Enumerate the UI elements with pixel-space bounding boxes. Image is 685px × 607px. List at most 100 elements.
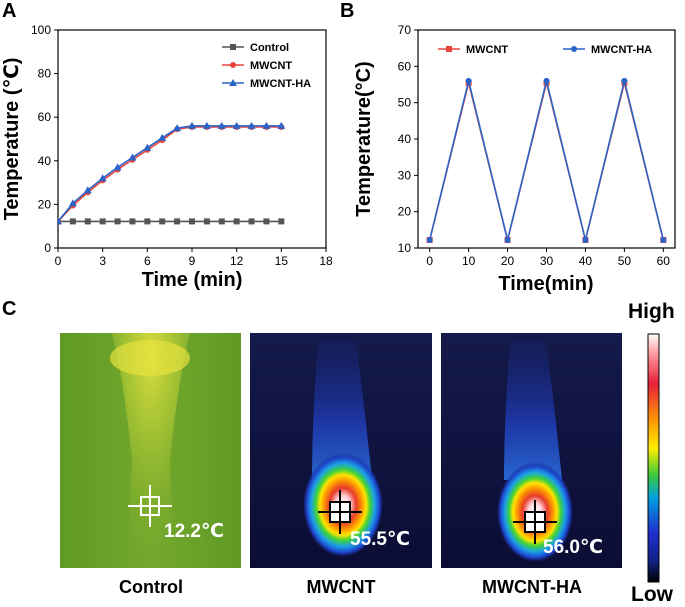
- chart-a-data-point: [84, 218, 91, 225]
- thermal-label-mwcnt-ha: MWCNT-HA: [482, 577, 582, 597]
- chart-b-data-point: [426, 237, 433, 244]
- chart-a-legend-label: MWCNT: [250, 60, 292, 72]
- chart-a-legend-label: MWCNT-HA: [250, 78, 311, 90]
- chart-a-data-point: [233, 218, 240, 225]
- chart-b-xtick-label: 30: [540, 254, 554, 268]
- thermal-image-control: 12.2℃: [60, 333, 241, 568]
- chart-a-data-point: [217, 121, 226, 129]
- chart-a: 0 3 6 9 12 15 18 0 20 40 60 80 100 Control MWCNT MWCNT…: [1, 23, 333, 291]
- chart-a-ytick-label: 100: [31, 23, 51, 37]
- chart-b-data-point: [504, 237, 511, 244]
- chart-a-data-point: [159, 218, 166, 225]
- chart-a-data-point: [218, 218, 225, 225]
- chart-a-ytick-label: 40: [38, 154, 52, 168]
- chart-b-legend-label: MWCNT: [466, 44, 508, 56]
- crosshair-icon: [513, 500, 557, 544]
- temperature-readout-mwcnt-ha: 56.0℃: [543, 537, 603, 558]
- crosshair-icon: [318, 490, 362, 534]
- chart-a-xtick-label: 6: [144, 254, 151, 268]
- temperature-readout-control: 12.2℃: [164, 521, 224, 542]
- chart-b-ytick-label: 60: [398, 59, 412, 73]
- chart-a-ytick-label: 20: [38, 197, 52, 211]
- chart-b-xtick-label: 0: [426, 254, 433, 268]
- chart-a-data-point: [128, 153, 137, 161]
- chart-a-data-point: [129, 218, 136, 225]
- thermal-panel: 12.2℃ 55.5℃ 56.0℃: [60, 333, 660, 583]
- chart-a-data-point: [68, 199, 77, 207]
- chart-a-series-line: [58, 126, 282, 222]
- colorbar-high-label: High: [628, 300, 675, 323]
- chart-a-data-point: [278, 218, 285, 225]
- chart-a-data-point: [173, 124, 182, 132]
- chart-b-frame: [417, 29, 676, 249]
- chart-a-data-point: [98, 174, 107, 182]
- chart-a-xtick-label: 9: [189, 254, 196, 268]
- panel-label-b: B: [340, 0, 355, 22]
- chart-a-data-point: [158, 133, 167, 141]
- chart-b-xtick-label: 10: [462, 254, 476, 268]
- chart-a-data-point: [144, 218, 151, 225]
- chart-a-ytick-label: 80: [38, 67, 52, 81]
- chart-a-data-point: [247, 121, 256, 129]
- chart-b-xtick-label: 50: [618, 254, 632, 268]
- chart-a-data-point: [114, 218, 121, 225]
- chart-b-data-point: [621, 77, 628, 84]
- chart-a-data-point: [263, 218, 270, 225]
- chart-a-data-point: [189, 218, 195, 225]
- chart-a-data-point: [202, 121, 211, 129]
- chart-a-data-point: [232, 121, 241, 129]
- chart-b-ytick-label: 20: [398, 205, 412, 219]
- chart-b-data-point: [582, 237, 589, 244]
- chart-a-ytick-label: 60: [38, 110, 52, 124]
- chart-a-data-point: [203, 218, 210, 225]
- chart-b-ytick-label: 40: [398, 132, 412, 146]
- chart-b-data-point: [465, 77, 472, 84]
- chart-b-data-point: [660, 237, 667, 244]
- thermal-image-mwcnt: 55.5℃: [250, 333, 432, 568]
- chart-a-xtick-label: 12: [230, 254, 244, 268]
- chart-b-xtick-label: 20: [501, 254, 515, 268]
- chart-b-ytick-label: 30: [398, 168, 412, 182]
- chart-a-xtick-label: 3: [99, 254, 106, 268]
- chart-a-legend-label: Control: [250, 42, 289, 54]
- chart-b-xtick-label: 40: [579, 254, 593, 268]
- panel-label-a: A: [2, 0, 17, 22]
- chart-b-xtick-label: 60: [657, 254, 671, 268]
- thermal-image-mwcnt-ha: 56.0℃: [441, 333, 622, 568]
- chart-a-ytick-label: 0: [44, 241, 51, 255]
- chart-b-ytick-label: 10: [398, 241, 412, 255]
- colorbar: [647, 333, 660, 583]
- chart-a-ylabel: Temperature (℃): [1, 58, 23, 221]
- chart-a-xlabel: Time (min): [142, 269, 243, 291]
- chart-b-series-line: [428, 80, 665, 241]
- chart-a-data-point: [69, 218, 76, 225]
- chart-a-data-point: [188, 121, 196, 129]
- chart-a-xtick-label: 0: [55, 254, 62, 268]
- chart-b-ylabel: Temperature(°C): [353, 61, 375, 216]
- chart-b-data-point: [543, 77, 550, 84]
- chart-a-legend-marker: [230, 62, 236, 68]
- chart-b: 0 10 20 30 40 50 60 10 20 30 40 50 60 70 MWCNT MWCNT-H…: [353, 23, 676, 295]
- chart-a-data-point: [99, 218, 106, 225]
- crosshair-icon: [128, 485, 172, 527]
- chart-a-data-point: [174, 218, 181, 225]
- thermal-label-control: Control: [119, 577, 183, 597]
- chart-a-xtick-label: 15: [275, 254, 289, 268]
- chart-a-data-point: [113, 163, 122, 171]
- chart-a-legend-marker: [230, 44, 236, 50]
- chart-a-data-point: [83, 186, 92, 194]
- chart-a-legend-marker: [229, 79, 237, 86]
- chart-a-data-point: [58, 217, 62, 225]
- chart-b-ytick-label: 50: [398, 96, 412, 110]
- chart-b-legend-marker: [446, 46, 452, 52]
- chart-b-ytick-label: 70: [398, 23, 412, 37]
- chart-b-legend-marker: [571, 46, 577, 52]
- chart-a-data-point: [143, 143, 152, 151]
- chart-a-data-point: [277, 121, 286, 129]
- chart-b-legend-label: MWCNT-HA: [591, 44, 652, 56]
- colorbar-low-label: Low: [631, 583, 673, 606]
- thermal-label-mwcnt: MWCNT: [306, 577, 376, 597]
- panel-label-c: C: [2, 298, 17, 320]
- temperature-readout-mwcnt: 55.5℃: [350, 529, 410, 550]
- chart-a-data-point: [262, 121, 271, 129]
